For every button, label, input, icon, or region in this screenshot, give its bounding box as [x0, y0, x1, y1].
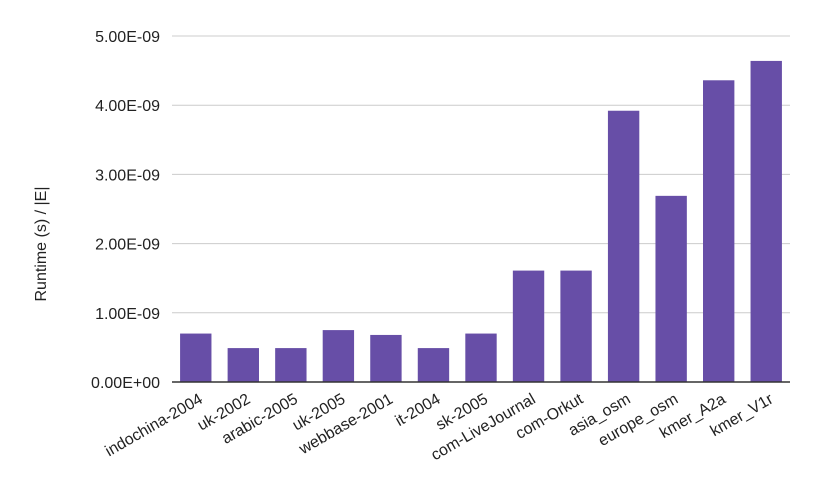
bar-com-LiveJournal	[512, 270, 545, 382]
bar-webbase-2001	[370, 334, 402, 382]
x-tick-labels: indochina-2004uk-2002arabic-2005uk-2005w…	[103, 390, 777, 464]
bar-uk-2002	[227, 348, 259, 382]
x-tick-label: indochina-2004	[103, 391, 206, 460]
bar-kmer_A2a	[703, 80, 735, 383]
bar-indochina-2004	[180, 333, 212, 382]
y-tick-label: 5.00E-09	[95, 29, 160, 46]
y-tick-label: 1.00E-09	[95, 306, 160, 323]
bars	[180, 60, 782, 383]
y-tick-labels: 0.00E+00 1.00E-09 2.00E-09 3.00E-09 4.00E-09…	[91, 29, 160, 392]
bar-sk-2005	[465, 333, 497, 382]
bar-arabic-2005	[275, 348, 307, 382]
y-tick-label: 0.00E+00	[91, 375, 160, 392]
y-tick-label: 2.00E-09	[95, 237, 160, 254]
bar-it-2004	[417, 348, 450, 382]
bar-asia_osm	[607, 110, 640, 383]
bar-com-Orkut	[560, 270, 592, 382]
gridlines	[172, 35, 790, 314]
y-tick-label: 3.00E-09	[95, 167, 160, 184]
bar-kmer_V1r	[750, 60, 782, 383]
y-tick-label: 4.00E-09	[95, 98, 160, 115]
bar-uk-2005	[322, 330, 355, 382]
bar-europe_osm	[655, 195, 687, 382]
y-axis-label: Runtime (s) / |E|	[33, 187, 50, 302]
